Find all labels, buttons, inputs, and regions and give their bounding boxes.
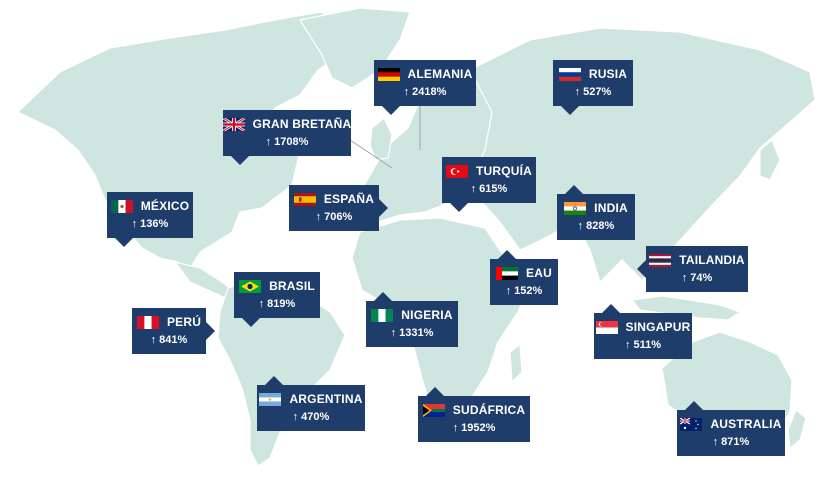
country-name: ESPAÑA [323,192,375,206]
country-name: MÉXICO [140,199,190,213]
country-card-argentina: ARGENTINA ↑ 470% [257,376,365,431]
country-name: NIGERIA [401,308,453,322]
growth-value: 841% [159,334,188,346]
country-name: TURQUÍA [475,164,533,178]
brazil-flag-icon [239,279,262,293]
gb-leader-line [349,139,393,169]
up-arrow-icon: ↑ [470,183,477,195]
country-card-rusia: RUSIA ↑ 527% [553,60,633,115]
growth-value: 706% [324,211,353,223]
country-name: SUDÁFRICA [452,403,526,417]
growth-value: 1708% [274,136,309,148]
country-name: GRAN BRETAÑA [252,117,352,131]
singapore-flag-icon [595,320,618,334]
country-name: SINGAPUR [625,320,691,334]
indonesia-landmass [630,295,742,321]
growth-value: 74% [690,272,713,284]
growth-value: 1952% [461,422,496,434]
country-card-tailandia: TAILANDIA ↑ 74% [637,246,748,292]
growth-value: 527% [583,86,612,98]
country-card-alemania: ALEMANIA ↑ 2418% [374,60,476,115]
country-card-sudafrica: SUDÁFRICA ↑ 1952% [418,387,530,442]
up-arrow-icon: ↑ [403,86,410,98]
up-arrow-icon: ↑ [681,272,688,284]
country-card-mexico: MÉXICO ↑ 136% [107,192,193,247]
up-arrow-icon: ↑ [258,298,265,310]
argentina-flag-icon [259,392,282,406]
russia-flag-icon [558,67,581,81]
country-card-peru: PERÚ ↑ 841% [132,308,215,354]
country-name: ALEMANIA [407,67,473,81]
peru-flag-icon [136,315,159,329]
up-arrow-icon: ↑ [624,339,631,351]
central-america-landmass [173,261,233,299]
up-arrow-icon: ↑ [712,436,719,448]
germany-flag-icon [377,67,400,81]
growth-value: 2418% [412,86,447,98]
growth-value: 819% [267,298,296,310]
growth-value: 511% [633,339,662,351]
new-zealand-landmass [787,409,807,450]
up-arrow-icon: ↑ [131,218,138,230]
up-arrow-icon: ↑ [390,327,397,339]
uae-flag-icon [496,266,519,280]
growth-value: 871% [721,436,750,448]
up-arrow-icon: ↑ [292,411,299,423]
growth-value: 1331% [399,327,434,339]
madagascar-landmass [509,343,523,384]
up-arrow-icon: ↑ [265,136,272,148]
country-card-australia: AUSTRALIA ↑ 871% [677,401,785,456]
country-card-espana: ESPAÑA ↑ 706% [289,185,388,231]
country-name: ARGENTINA [289,392,363,406]
growth-value: 152% [514,285,543,297]
spain-flag-icon [293,192,316,206]
up-arrow-icon: ↑ [315,211,322,223]
country-card-brasil: BRASIL ↑ 819% [234,272,320,327]
up-arrow-icon: ↑ [577,220,584,232]
country-card-turquia: TURQUÍA ↑ 615% [442,157,536,212]
up-arrow-icon: ↑ [452,422,459,434]
country-card-gran-bretana: GRAN BRETAÑA ↑ 1708% [222,110,352,165]
country-name: INDIA [594,201,628,215]
up-arrow-icon: ↑ [150,334,157,346]
country-name: PERÚ [166,315,202,329]
country-name: AUSTRALIA [710,417,782,431]
country-card-india: INDIA ↑ 828% [557,185,635,240]
up-arrow-icon: ↑ [574,86,581,98]
uk-flag-icon [222,117,245,131]
mexico-flag-icon [110,199,133,213]
turkey-flag-icon [445,164,468,178]
growth-value: 470% [301,411,330,423]
growth-value: 828% [586,220,615,232]
country-card-nigeria: NIGERIA ↑ 1331% [366,292,458,347]
japan-landmass [759,139,781,181]
growth-value: 136% [140,218,169,230]
country-name: RUSIA [588,67,628,81]
nigeria-flag-icon [371,308,394,322]
country-name: EAU [526,266,552,280]
india-flag-icon [564,201,587,215]
country-card-singapur: SINGAPUR ↑ 511% [594,304,692,359]
country-name: BRASIL [269,279,315,293]
country-card-eau: EAU ↑ 152% [490,250,558,305]
country-name: TAILANDIA [679,253,745,267]
growth-value: 615% [479,183,508,195]
south-africa-flag-icon [422,403,445,417]
up-arrow-icon: ↑ [505,285,512,297]
australia-flag-icon [680,417,703,431]
thailand-flag-icon [649,253,672,267]
great-britain-landmass [369,117,393,161]
